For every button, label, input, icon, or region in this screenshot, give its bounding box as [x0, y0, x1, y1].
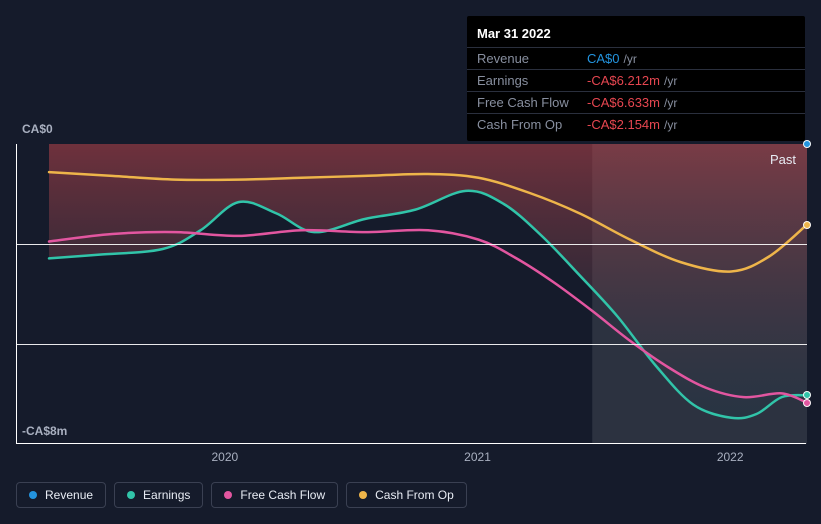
tooltip-metric-suffix: /yr	[624, 52, 637, 66]
tooltip-metric-value: -CA$2.154m	[587, 117, 660, 132]
tooltip-metric-value: -CA$6.633m	[587, 95, 660, 110]
tooltip-row: RevenueCA$0/yr	[467, 47, 805, 69]
tooltip-metric-label: Cash From Op	[477, 117, 587, 132]
legend-item[interactable]: Free Cash Flow	[211, 482, 338, 508]
legend-item[interactable]: Revenue	[16, 482, 106, 508]
tooltip-metric-value: CA$0	[587, 51, 620, 66]
tooltip-date: Mar 31 2022	[467, 22, 805, 47]
legend-item[interactable]: Earnings	[114, 482, 203, 508]
legend-label: Earnings	[143, 488, 190, 502]
chart-tooltip: Mar 31 2022 RevenueCA$0/yrEarnings-CA$6.…	[467, 16, 805, 141]
series-endpoint-marker	[803, 399, 811, 407]
chart-container: CA$0 -CA$8m Past 202020212022	[16, 120, 806, 480]
tooltip-row: Cash From Op-CA$2.154m/yr	[467, 113, 805, 135]
x-axis-tick-label: 2022	[717, 450, 744, 464]
legend-label: Revenue	[45, 488, 93, 502]
gridline	[17, 344, 807, 345]
tooltip-metric-label: Revenue	[477, 51, 587, 66]
legend-item[interactable]: Cash From Op	[346, 482, 467, 508]
x-axis-tick-label: 2021	[464, 450, 491, 464]
legend-dot-icon	[224, 491, 232, 499]
tooltip-metric-suffix: /yr	[664, 74, 677, 88]
tooltip-row: Earnings-CA$6.212m/yr	[467, 69, 805, 91]
legend-dot-icon	[29, 491, 37, 499]
tooltip-metric-value: -CA$6.212m	[587, 73, 660, 88]
tooltip-metric-label: Free Cash Flow	[477, 95, 587, 110]
tooltip-metric-suffix: /yr	[664, 118, 677, 132]
series-endpoint-marker	[803, 140, 811, 148]
tooltip-metric-label: Earnings	[477, 73, 587, 88]
x-axis-labels: 2020 2021 2022	[16, 450, 806, 470]
legend-dot-icon	[127, 491, 135, 499]
chart-legend: Revenue Earnings Free Cash Flow Cash From O…	[16, 482, 467, 508]
legend-label: Cash From Op	[375, 488, 454, 502]
x-axis-tick-label: 2020	[212, 450, 239, 464]
legend-label: Free Cash Flow	[240, 488, 325, 502]
chart-svg	[17, 144, 807, 444]
tooltip-metric-suffix: /yr	[664, 96, 677, 110]
tooltip-row: Free Cash Flow-CA$6.633m/yr	[467, 91, 805, 113]
y-axis-top-label: CA$0	[22, 122, 53, 136]
past-label: Past	[770, 152, 796, 167]
series-endpoint-marker	[803, 221, 811, 229]
gridline	[17, 244, 807, 245]
legend-dot-icon	[359, 491, 367, 499]
chart-plot-area[interactable]: Past	[16, 144, 806, 444]
